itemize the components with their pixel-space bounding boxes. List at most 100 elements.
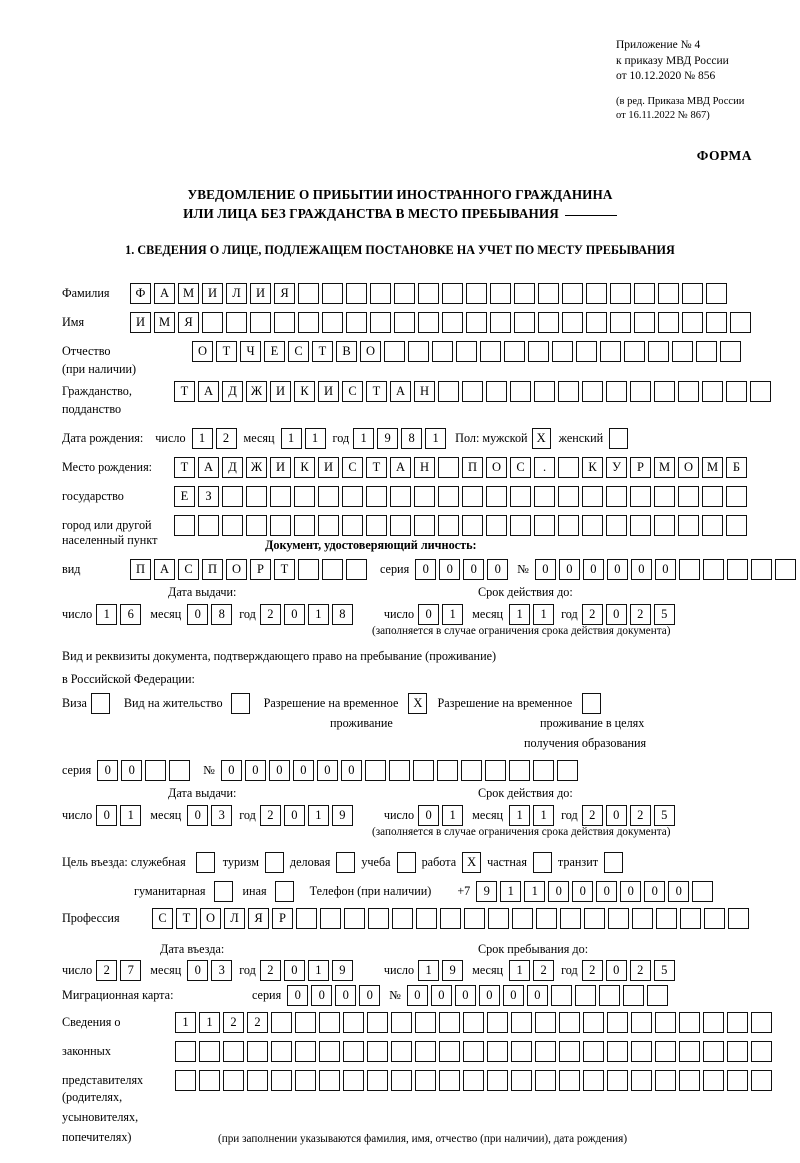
char-cell[interactable]: Р [272,908,293,929]
sex-female-checkbox[interactable] [609,428,629,449]
char-cell[interactable] [391,1012,412,1033]
purpose-private-checkbox[interactable] [532,852,552,873]
char-cell[interactable] [702,486,723,507]
char-cell[interactable]: Р [250,559,271,580]
char-cell[interactable]: 2 [581,604,603,625]
char-cell[interactable] [634,312,655,333]
char-cell[interactable]: 5 [653,604,675,625]
char-cell[interactable] [558,381,579,402]
char-cell[interactable]: Л [224,908,245,929]
char-cell[interactable] [632,908,653,929]
char-cell[interactable] [606,486,627,507]
char-cell[interactable] [559,1070,580,1091]
char-cell[interactable] [394,312,415,333]
char-cell[interactable] [486,486,507,507]
char-cell[interactable] [703,1012,724,1033]
char-cell[interactable]: Н [414,381,435,402]
char-cell[interactable]: К [582,457,603,478]
char-cell[interactable] [558,515,579,536]
char-cell[interactable] [706,283,727,304]
char-cell[interactable] [438,381,459,402]
char-cell[interactable]: Р [630,457,651,478]
char-cell[interactable] [550,985,572,1006]
char-cell[interactable]: 1 [175,1012,196,1033]
char-cell[interactable] [145,760,167,781]
char-cell[interactable]: 2 [223,1012,244,1033]
char-cell[interactable]: А [390,457,411,478]
char-cell[interactable]: 1 [524,881,546,902]
char-cell[interactable]: И [318,381,339,402]
char-cell[interactable]: А [198,457,219,478]
char-cell[interactable] [418,283,439,304]
char-cell[interactable] [504,341,525,362]
char-cell[interactable] [174,515,195,536]
char-cell[interactable] [463,1070,484,1091]
char-cell[interactable] [727,1012,748,1033]
char-cell[interactable] [703,1041,724,1062]
char-cell[interactable]: 0 [654,559,676,580]
char-cell[interactable] [630,486,651,507]
char-cell[interactable]: С [342,381,363,402]
char-cell[interactable] [514,312,535,333]
edu-residence-checkbox[interactable] [582,693,602,714]
char-cell[interactable] [538,312,559,333]
char-cell[interactable]: 0 [487,559,509,580]
char-cell[interactable]: 0 [292,760,314,781]
char-cell[interactable]: 0 [644,881,666,902]
char-cell[interactable] [294,486,315,507]
char-cell[interactable]: 0 [283,604,305,625]
char-cell[interactable] [488,908,509,929]
char-cell[interactable] [319,1070,340,1091]
char-cell[interactable]: 0 [283,805,305,826]
char-cell[interactable] [390,515,411,536]
char-cell[interactable]: 0 [406,985,428,1006]
char-cell[interactable] [414,486,435,507]
char-cell[interactable] [439,1012,460,1033]
char-cell[interactable] [432,341,453,362]
char-cell[interactable]: С [152,908,173,929]
char-cell[interactable]: С [288,341,309,362]
char-cell[interactable] [774,559,796,580]
char-cell[interactable]: А [154,283,175,304]
char-cell[interactable]: 0 [418,604,440,625]
char-cell[interactable] [634,283,655,304]
char-cell[interactable] [583,1041,604,1062]
char-cell[interactable] [510,381,531,402]
char-cell[interactable] [706,312,727,333]
char-cell[interactable] [384,341,405,362]
char-cell[interactable] [439,1070,460,1091]
char-cell[interactable]: П [202,559,223,580]
char-cell[interactable] [442,283,463,304]
char-cell[interactable] [583,1012,604,1033]
char-cell[interactable] [562,283,583,304]
char-cell[interactable] [367,1070,388,1091]
char-cell[interactable]: 0 [187,960,209,981]
char-cell[interactable] [532,760,554,781]
char-cell[interactable]: 1 [96,604,118,625]
char-cell[interactable] [631,1070,652,1091]
char-cell[interactable] [648,341,669,362]
char-cell[interactable] [730,312,751,333]
char-cell[interactable] [552,341,573,362]
char-cell[interactable] [630,515,651,536]
char-cell[interactable]: 1 [307,604,329,625]
char-cell[interactable] [298,283,319,304]
char-cell[interactable] [199,1041,220,1062]
char-cell[interactable] [175,1041,196,1062]
residence-permit-checkbox[interactable] [230,693,250,714]
purpose-business-checkbox[interactable] [336,852,356,873]
char-cell[interactable]: 0 [287,985,309,1006]
char-cell[interactable]: 2 [581,805,603,826]
char-cell[interactable]: Т [174,457,195,478]
char-cell[interactable] [367,1041,388,1062]
char-cell[interactable]: Л [226,283,247,304]
char-cell[interactable]: . [534,457,555,478]
char-cell[interactable]: 1 [509,604,531,625]
char-cell[interactable] [622,985,644,1006]
char-cell[interactable]: Я [178,312,199,333]
char-cell[interactable]: 9 [476,881,498,902]
char-cell[interactable]: 2 [259,805,281,826]
char-cell[interactable]: М [702,457,723,478]
char-cell[interactable] [368,908,389,929]
char-cell[interactable]: 0 [620,881,642,902]
